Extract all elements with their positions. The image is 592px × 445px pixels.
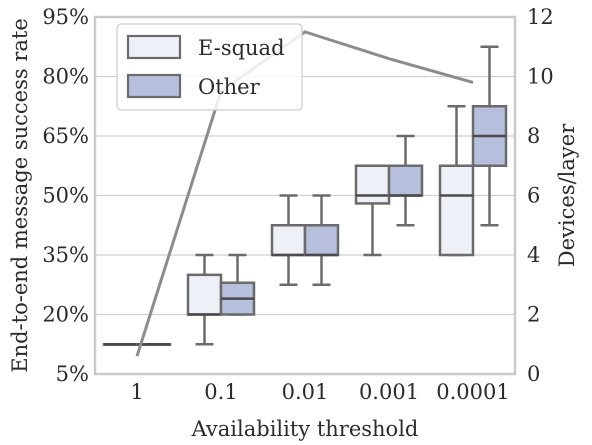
- box-e-squad-3: [354, 164, 391, 257]
- box-e-squad-1: [186, 253, 223, 346]
- box-body: [270, 224, 307, 257]
- right-tick-label: 0: [527, 362, 540, 386]
- x-tick-label: 0.01: [282, 380, 329, 404]
- devices-per-layer-line: [135, 30, 474, 357]
- legend-swatch-esquad: [126, 34, 182, 60]
- box-body: [387, 164, 424, 197]
- left-tick-labels: 5% 20% 35% 50% 65% 80% 95%: [42, 5, 89, 386]
- left-tick-label: 50%: [42, 184, 89, 208]
- left-y-axis-label: End-to-end message success rate: [8, 18, 32, 373]
- left-tick-label: 5%: [56, 362, 89, 386]
- right-tick-label: 8: [527, 124, 540, 148]
- x-tick-labels: 1 0.1 0.01 0.001 0.0001: [130, 380, 509, 404]
- box-body: [186, 273, 223, 316]
- legend-label-other: Other: [198, 75, 261, 99]
- plot-frame: [93, 15, 517, 376]
- box-e-squad-4: [438, 105, 475, 257]
- box-layer: [102, 45, 508, 346]
- left-tick-label: 20%: [42, 303, 89, 327]
- legend-label-esquad: E-squad: [198, 36, 285, 60]
- x-tick-label: 0.1: [204, 380, 237, 404]
- line-layer: [135, 30, 474, 357]
- box-e-squad-0: [102, 343, 139, 346]
- box-body: [303, 224, 340, 257]
- box-other-0: [135, 343, 172, 346]
- box-other-3: [387, 134, 424, 227]
- box-body: [438, 164, 475, 257]
- left-tick-label: 35%: [42, 243, 89, 267]
- x-axis-label: Availability threshold: [191, 417, 419, 441]
- box-e-squad-2: [270, 194, 307, 286]
- right-tick-label: 6: [527, 184, 540, 208]
- legend: E-squad Other: [116, 23, 303, 111]
- right-tick-label: 2: [527, 303, 540, 327]
- x-tick-label: 0.0001: [436, 380, 509, 404]
- x-tick-label: 0.001: [359, 380, 419, 404]
- right-tick-label: 4: [527, 243, 540, 267]
- box-other-2: [303, 194, 340, 286]
- right-tick-label: 10: [527, 65, 554, 89]
- left-tick-label: 65%: [42, 124, 89, 148]
- right-tick-labels: 0 2 4 6 8 10 12: [527, 5, 554, 386]
- legend-swatch-other: [126, 73, 182, 99]
- left-tick-label: 80%: [42, 65, 89, 89]
- x-tick-label: 1: [130, 380, 143, 404]
- right-y-axis-label: Devices/layer: [555, 123, 579, 267]
- box-other-4: [471, 45, 508, 227]
- left-tick-label: 95%: [42, 5, 89, 29]
- box-body: [354, 164, 391, 205]
- box-other-1: [219, 253, 256, 316]
- right-tick-label: 12: [527, 5, 554, 29]
